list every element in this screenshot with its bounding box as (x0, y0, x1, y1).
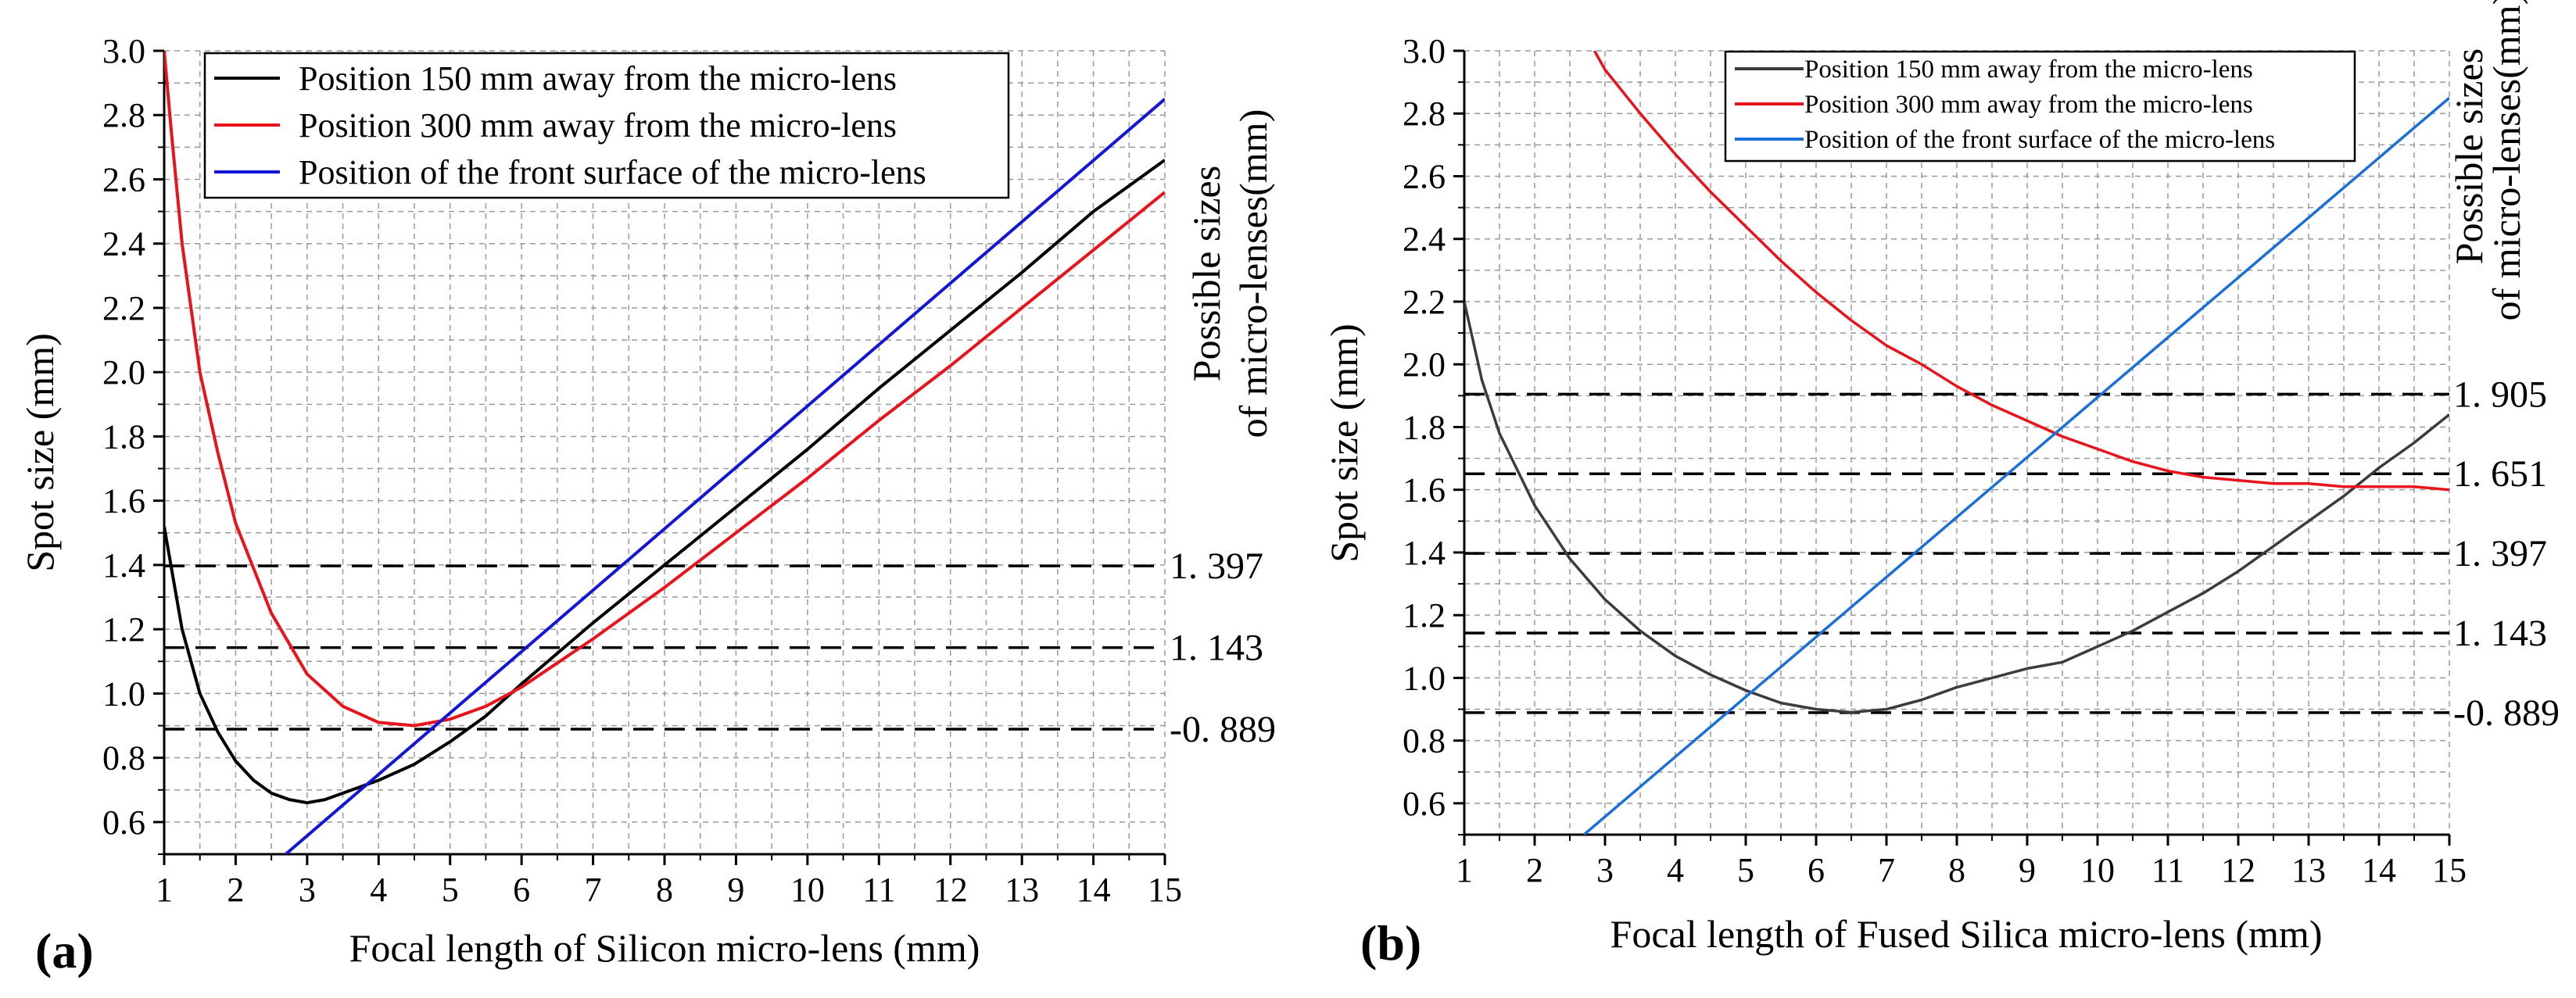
x-tick-label: 14 (2362, 851, 2396, 889)
x-tick-label: 15 (2432, 851, 2467, 889)
x-tick-label: 13 (2291, 851, 2326, 889)
legend: Position 150 mm away from the micro-lens… (203, 52, 1010, 199)
y-tick-label: 2.2 (102, 289, 145, 327)
x-tick-label: 1 (1456, 851, 1473, 889)
y-tick-label: 2.8 (1403, 95, 1446, 133)
reference-line-label: 1. 143 (1170, 628, 1263, 669)
y-tick-label: 2.0 (1403, 345, 1446, 384)
series-line-2 (1593, 51, 2449, 492)
series-line-3 (285, 98, 1165, 854)
series-line-3 (1582, 96, 2449, 835)
x-axis-title: Focal length of Silicon micro-lens (mm) (349, 926, 980, 970)
x-tick-label: 8 (656, 871, 673, 909)
reference-line-label: 1. 651 (2453, 453, 2547, 495)
y-tick-label: 2.8 (102, 96, 145, 134)
y-tick-label: 3.0 (102, 32, 145, 70)
series-line-1 (164, 159, 1165, 805)
x-tick-label: 12 (2221, 851, 2255, 889)
series-line-2 (164, 51, 1165, 728)
y-tick-label: 3.0 (1403, 32, 1446, 70)
grid (1464, 50, 2450, 835)
x-tick-label: 13 (1005, 871, 1039, 909)
y-tick-label: 2.6 (1403, 157, 1446, 195)
x-tick-label: 3 (1596, 851, 1614, 889)
series-line-1 (1464, 301, 2449, 714)
x-tick-label: 3 (299, 871, 316, 909)
y-axis-title: Spot size (mm) (1322, 324, 1366, 563)
y-tick-label: 1.4 (102, 546, 145, 585)
legend-box (203, 52, 1010, 199)
x-tick-label: 2 (227, 871, 244, 909)
right-axis-title: of micro-lenses(mm) (1231, 109, 1275, 438)
x-tick-label: 4 (370, 871, 387, 909)
y-tick-label: 1.2 (1403, 596, 1446, 635)
reference-line-label: 1. 905 (2453, 374, 2547, 415)
x-tick-label: 11 (2151, 851, 2184, 889)
x-tick-label: 14 (1077, 871, 1111, 909)
reference-line-label: 1. 397 (2453, 533, 2547, 574)
reference-line-label: 1. 397 (1170, 546, 1263, 587)
x-tick-label: 7 (1878, 851, 1895, 889)
x-tick-label: 11 (862, 871, 895, 909)
y-tick-label: 0.6 (1403, 785, 1446, 823)
y-tick-label: 1.6 (102, 482, 145, 520)
x-tick-label: 9 (727, 871, 744, 909)
x-axis-title: Focal length of Fused Silica micro-lens … (1610, 912, 2323, 956)
x-tick-label: 2 (1526, 851, 1543, 889)
x-tick-label: 12 (933, 871, 968, 909)
x-tick-label: 10 (2080, 851, 2115, 889)
y-tick-label: 1.6 (1403, 471, 1446, 510)
x-tick-label: 9 (2019, 851, 2036, 889)
y-tick-label: 0.8 (1403, 722, 1446, 760)
x-tick-label: 15 (1148, 871, 1182, 909)
legend: Position 150 mm away from the micro-lens… (1724, 50, 2356, 163)
series-group (164, 51, 1165, 854)
y-tick-label: 0.6 (102, 803, 145, 842)
y-tick-label: 1.8 (1403, 408, 1446, 446)
x-tick-label: 1 (156, 871, 173, 909)
x-tick-label: 5 (442, 871, 459, 909)
chart-panel-a: 1 2 3 4 5 6 7 8 9 10 11 12 13 14 150.60.81.01.21.41.61… (18, 32, 1276, 978)
panel-label: (a) (35, 923, 94, 978)
legend-entry: Position 150 mm away from the micro-lens (299, 59, 897, 98)
legend-entry: Position of the front surface of the mic… (299, 153, 926, 191)
y-tick-label: 1.0 (1403, 659, 1446, 697)
legend-entry: Position 150 mm away from the micro-lens (1804, 55, 2253, 84)
reference-line-label: -0. 889 (2453, 692, 2560, 734)
y-tick-label: 2.0 (102, 353, 145, 392)
y-tick-label: 0.8 (102, 739, 145, 778)
legend-entry: Position of the front surface of the mic… (1804, 126, 2275, 154)
right-axis-title: Possible sizes (1184, 166, 1228, 381)
y-tick-label: 2.2 (1403, 283, 1446, 321)
x-tick-label: 8 (1948, 851, 1965, 889)
y-tick-label: 2.6 (102, 160, 145, 199)
reference-line-label: 1. 143 (2453, 613, 2547, 654)
y-tick-label: 2.4 (1403, 220, 1446, 259)
series-group (1464, 51, 2449, 835)
y-tick-label: 1.4 (1403, 534, 1446, 572)
y-tick-label: 2.4 (102, 225, 145, 263)
y-axis-title: Spot size (mm) (18, 333, 62, 572)
legend-box (1724, 50, 2356, 163)
panel-label: (b) (1360, 915, 1421, 971)
x-tick-label: 7 (585, 871, 602, 909)
legend-entry: Position 300 mm away from the micro-lens (1804, 91, 2253, 119)
x-tick-label: 5 (1737, 851, 1754, 889)
right-axis-title: Possible sizes (2447, 48, 2491, 264)
chart-panel-b: 1 2 3 4 5 6 7 8 9 10 11 12 13 14 150.60.81.01.21.41.61… (1322, 0, 2560, 971)
x-tick-label: 6 (1807, 851, 1825, 889)
y-tick-label: 1.8 (102, 417, 145, 456)
x-tick-label: 6 (513, 871, 530, 909)
y-tick-label: 1.2 (102, 610, 145, 649)
x-tick-label: 10 (790, 871, 825, 909)
x-tick-label: 4 (1667, 851, 1684, 889)
reference-line-label: -0. 889 (1170, 709, 1276, 750)
y-tick-label: 1.0 (102, 674, 145, 713)
legend-entry: Position 300 mm away from the micro-lens (299, 106, 897, 145)
right-axis-title: of micro-lenses(mm) (2485, 0, 2528, 320)
